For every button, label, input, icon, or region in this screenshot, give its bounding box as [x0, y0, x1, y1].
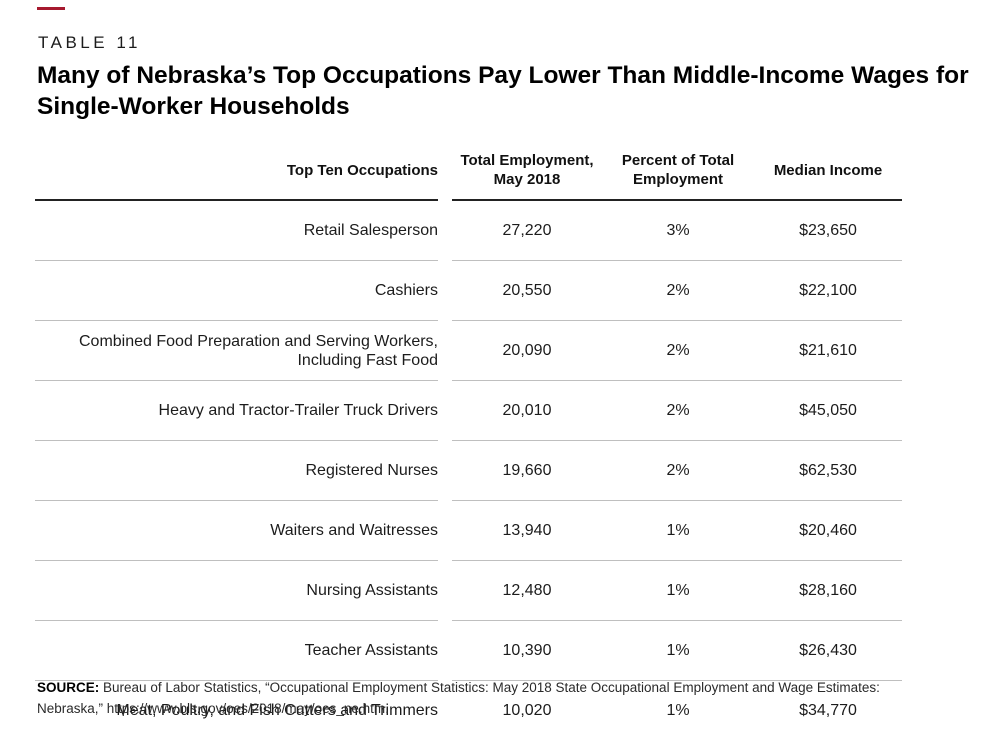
occupation-text: Retail Salesperson [303, 222, 438, 239]
employment-cell: 13,940 [502, 522, 552, 539]
table-row: Retail Salesperson 27,220 3% $23,650 [35, 201, 902, 261]
occupation-cell: Combined Food Preparation and Serving Wo… [35, 321, 438, 381]
table-row: Nursing Assistants 12,480 1% $28,160 [35, 561, 902, 621]
employment-cell: 10,020 [502, 702, 552, 719]
income-cell: $22,100 [799, 282, 857, 299]
income-cell: $20,460 [799, 522, 857, 539]
employment-cell: 20,090 [502, 342, 552, 359]
occupation-cell: Retail Salesperson [35, 201, 438, 261]
income-cell: $62,530 [799, 462, 857, 479]
employment-cell: 20,010 [502, 402, 552, 419]
data-table: Top Ten Occupations Total Employment, Ma… [35, 147, 902, 735]
row-values-group: 20,010 2% $45,050 [452, 381, 902, 441]
income-cell: $34,770 [799, 702, 857, 719]
occupation-text: Teacher Assistants [304, 642, 438, 659]
source-label: SOURCE: [37, 680, 100, 695]
percent-cell: 2% [666, 462, 690, 479]
percent-cell: 1% [666, 522, 690, 539]
table-row: Registered Nurses 19,660 2% $62,530 [35, 441, 902, 501]
occupation-cell: Heavy and Tractor-Trailer Truck Drivers [35, 381, 438, 441]
income-cell: $28,160 [799, 582, 857, 599]
source-note: SOURCE: Bureau of Labor Statistics, “Occ… [37, 678, 942, 720]
row-values-group: 27,220 3% $23,650 [452, 201, 902, 261]
occupation-text: Cashiers [374, 282, 438, 299]
table-header-right-group: Total Employment, May 2018 Percent of To… [452, 147, 902, 201]
percent-cell: 1% [666, 702, 690, 719]
percent-cell: 2% [666, 342, 690, 359]
employment-cell: 27,220 [502, 222, 552, 239]
accent-dash [37, 7, 65, 10]
table-row: Teacher Assistants 10,390 1% $26,430 [35, 621, 902, 681]
table-row: Heavy and Tractor-Trailer Truck Drivers … [35, 381, 902, 441]
table-title: Many of Nebraska’s Top Occupations Pay L… [37, 62, 969, 121]
percent-cell: 1% [666, 582, 690, 599]
table-row: Cashiers 20,550 2% $22,100 [35, 261, 902, 321]
employment-cell: 20,550 [502, 282, 552, 299]
row-values-group: 12,480 1% $28,160 [452, 561, 902, 621]
row-values-group: 20,550 2% $22,100 [452, 261, 902, 321]
percent-cell: 2% [666, 282, 690, 299]
employment-cell: 19,660 [502, 462, 552, 479]
employment-cell: 10,390 [502, 642, 552, 659]
occupation-cell: Meat, Poultry, and Fish Cutters and Trim… [35, 681, 438, 735]
percent-cell: 1% [666, 642, 690, 659]
table-number-label: TABLE 11 [38, 33, 141, 52]
income-cell: $21,610 [799, 342, 857, 359]
occupation-cell: Registered Nurses [35, 441, 438, 501]
occupation-cell: Nursing Assistants [35, 561, 438, 621]
row-values-group: 10,020 1% $34,770 [452, 681, 902, 735]
occupation-text: Meat, Poultry, and Fish Cutters and Trim… [116, 702, 438, 719]
occupation-text: Nursing Assistants [306, 582, 438, 599]
column-header-employment: Total Employment, May 2018 [460, 152, 594, 188]
column-header-income: Median Income [773, 161, 883, 179]
source-text: Bureau of Labor Statistics, “Occupationa… [37, 680, 880, 716]
table-row: Combined Food Preparation and Serving Wo… [35, 321, 902, 381]
income-cell: $23,650 [799, 222, 857, 239]
occupation-cell: Waiters and Waitresses [35, 501, 438, 561]
row-values-group: 10,390 1% $26,430 [452, 621, 902, 681]
occupation-text: Waiters and Waitresses [270, 522, 438, 539]
column-header-occupations: Top Ten Occupations [35, 147, 438, 201]
percent-cell: 2% [666, 402, 690, 419]
column-header-percent: Percent of Total Employment [621, 152, 735, 188]
row-values-group: 20,090 2% $21,610 [452, 321, 902, 381]
table-header-row: Top Ten Occupations Total Employment, Ma… [35, 147, 902, 201]
occupation-cell: Teacher Assistants [35, 621, 438, 681]
employment-cell: 12,480 [502, 582, 552, 599]
row-values-group: 13,940 1% $20,460 [452, 501, 902, 561]
percent-cell: 3% [666, 222, 690, 239]
occupation-text: Heavy and Tractor-Trailer Truck Drivers [158, 402, 438, 419]
table-row: Waiters and Waitresses 13,940 1% $20,460 [35, 501, 902, 561]
income-cell: $26,430 [799, 642, 857, 659]
table-row: Meat, Poultry, and Fish Cutters and Trim… [35, 681, 902, 735]
occupation-text: Combined Food Preparation and Serving Wo… [79, 332, 438, 369]
occupation-text: Registered Nurses [305, 462, 439, 479]
income-cell: $45,050 [799, 402, 857, 419]
occupation-cell: Cashiers [35, 261, 438, 321]
row-values-group: 19,660 2% $62,530 [452, 441, 902, 501]
